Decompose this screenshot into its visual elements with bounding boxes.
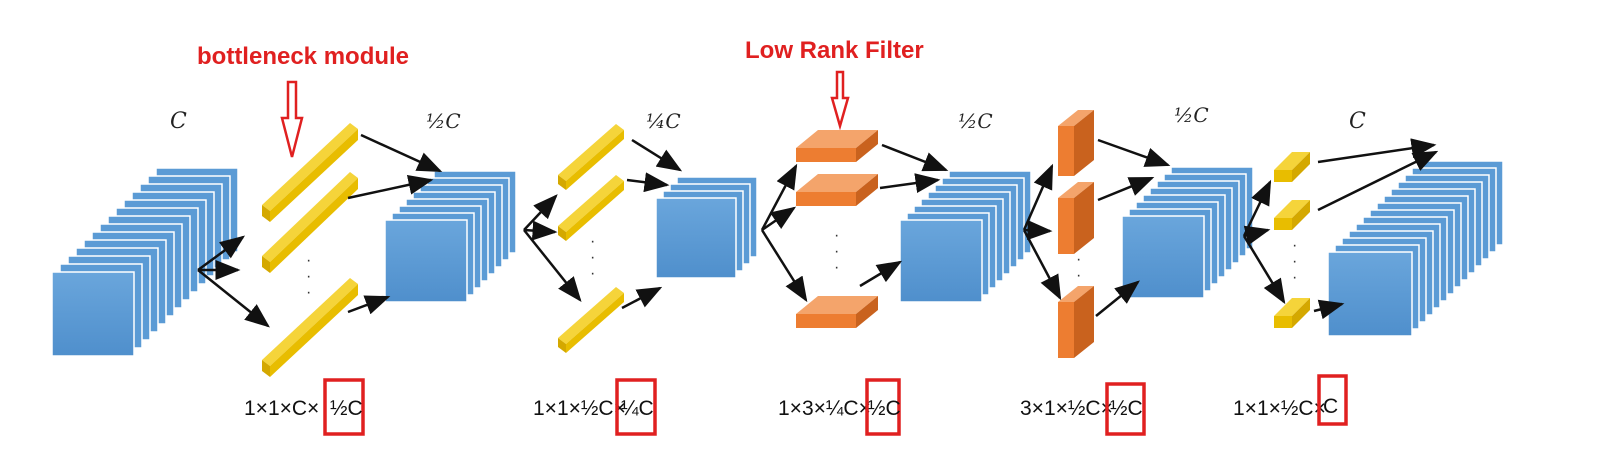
ellipsis-dots-2b: · <box>590 249 595 266</box>
low-rank-filters-3x1 <box>1058 110 1094 358</box>
formula-5: 1×1×½C× C <box>1233 374 1348 426</box>
formula-1-highlight-box <box>323 378 365 436</box>
formula-4-highlight-box <box>1105 382 1146 436</box>
bottleneck-annotation: bottleneck module <box>197 43 409 70</box>
ellipsis-dots-1c: · <box>306 284 311 301</box>
bottleneck-filters-1 <box>262 123 358 377</box>
ellipsis-dots-5b: · <box>1292 253 1297 270</box>
low-rank-filters-1x3 <box>796 130 878 328</box>
ellipsis-dots-5c: · <box>1292 269 1297 286</box>
feature-map-slice <box>384 219 468 303</box>
bottleneck-pointer-arrow <box>280 80 304 158</box>
feature-map-stack-2 <box>384 170 517 303</box>
svg-text:½C: ½C <box>330 397 363 420</box>
feature-map-stack-4 <box>899 170 1032 303</box>
ellipsis-dots-3c: · <box>834 259 839 276</box>
channel-label-stage4: ½C <box>958 109 993 133</box>
feature-map-stack-3 <box>655 176 758 279</box>
svg-text:1×1×C×: 1×1×C× <box>244 397 319 420</box>
svg-text:½C: ½C <box>1110 397 1143 420</box>
svg-text:3×1×½C×: 3×1×½C× <box>1020 397 1113 420</box>
bottleneck-filters-3 <box>1274 152 1310 328</box>
ellipsis-dots-5: · <box>1292 237 1297 254</box>
feature-map-stack-1 <box>51 167 239 357</box>
ellipsis-dots-3: · <box>834 227 839 244</box>
formula-2: 1×1×½C× ¼C <box>533 378 657 436</box>
ellipsis-dots-2: · <box>590 233 595 250</box>
ellipsis-dots-2c: · <box>590 265 595 282</box>
ellipsis-dots-1: · <box>306 252 311 269</box>
formula-3: 1×3×¼C× ½C <box>778 378 901 436</box>
formula-1: 1×1×C× ½C <box>244 378 365 436</box>
channel-label-stage6: C <box>1349 109 1366 134</box>
feature-map-slice <box>899 219 983 303</box>
ellipsis-dots-4b: · <box>1076 267 1081 284</box>
feature-map-slice <box>655 197 737 279</box>
formula-5-highlight-box <box>1317 374 1348 426</box>
formula-2-highlight-box <box>615 378 657 436</box>
ellipsis-dots-3b: · <box>834 243 839 260</box>
feature-map-stack-5 <box>1121 166 1254 299</box>
flow-arrows <box>197 133 1439 328</box>
svg-text:1×3×¼C×: 1×3×¼C× <box>778 397 871 420</box>
formula-3-highlight-box <box>865 378 901 436</box>
svg-text:1×1×½C×: 1×1×½C× <box>533 397 626 420</box>
channel-label-stage5: ½C <box>1174 103 1209 127</box>
channel-label-stage2: ½C <box>426 109 461 133</box>
feature-map-slice <box>51 271 135 357</box>
low-rank-annotation: Low Rank Filter <box>745 37 924 64</box>
feature-map-stack-6 <box>1327 160 1504 337</box>
channel-label-stage3: ¼C <box>646 109 681 133</box>
svg-text:¼C: ¼C <box>621 397 654 420</box>
formula-4: 3×1×½C× ½C <box>1020 382 1146 436</box>
channel-label-stage1: C <box>170 109 187 134</box>
ellipsis-dots-4: · <box>1076 251 1081 268</box>
svg-text:C: C <box>1323 395 1338 418</box>
low-rank-pointer-arrow <box>830 70 850 131</box>
bottleneck-filters-2 <box>558 124 624 353</box>
ellipsis-dots-1b: · <box>306 268 311 285</box>
feature-map-slice <box>1327 251 1413 337</box>
svg-text:1×1×½C×: 1×1×½C× <box>1233 397 1326 420</box>
svg-text:½C: ½C <box>868 397 901 420</box>
